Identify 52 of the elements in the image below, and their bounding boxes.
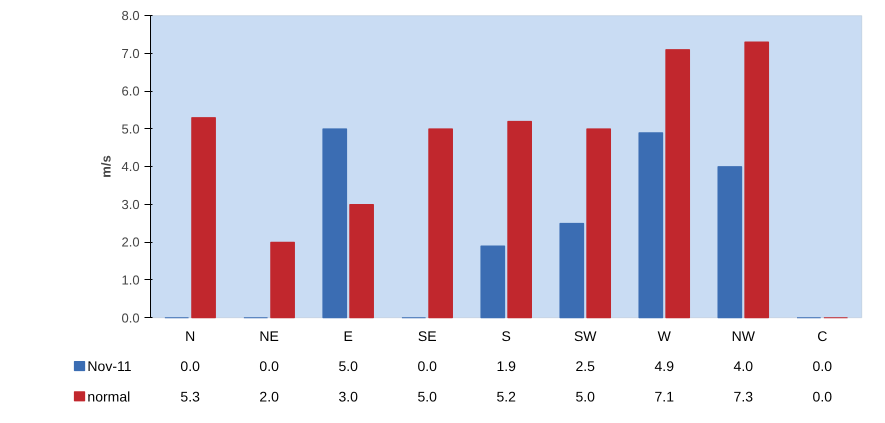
bar bbox=[744, 42, 770, 318]
y-tick-label: 1.0 bbox=[122, 272, 140, 288]
data-label: 4.0 bbox=[734, 358, 754, 374]
x-tick-label: C bbox=[817, 328, 828, 344]
x-tick-label: E bbox=[344, 328, 353, 344]
legend-label: normal bbox=[87, 388, 130, 404]
bar bbox=[559, 222, 584, 318]
x-tick-label: S bbox=[502, 328, 511, 344]
data-label: 3.0 bbox=[338, 388, 358, 404]
bar bbox=[507, 120, 532, 318]
bar bbox=[586, 128, 612, 318]
legend-label: Nov-11 bbox=[87, 358, 132, 374]
y-tick-label: 8.0 bbox=[122, 8, 140, 24]
data-label: 0.0 bbox=[417, 358, 438, 374]
data-label: 7.1 bbox=[654, 388, 674, 404]
bar bbox=[349, 204, 374, 318]
bar bbox=[480, 245, 506, 318]
y-tick-label: 4.0 bbox=[122, 159, 140, 174]
bar bbox=[717, 166, 742, 318]
data-label: 0.0 bbox=[812, 388, 832, 404]
data-label: 0.0 bbox=[259, 358, 280, 374]
y-tick-label: 5.0 bbox=[122, 121, 140, 136]
data-label: 2.5 bbox=[576, 358, 596, 374]
x-tick-label: SE bbox=[418, 328, 437, 344]
bar bbox=[270, 242, 295, 318]
y-tick-label: 6.0 bbox=[122, 84, 140, 99]
x-tick-label: N bbox=[185, 328, 196, 344]
bar bbox=[638, 132, 664, 318]
bar bbox=[191, 117, 216, 318]
bar bbox=[428, 128, 453, 318]
bar bbox=[322, 128, 348, 318]
y-tick-label: 7.0 bbox=[122, 46, 140, 61]
bar bbox=[665, 49, 690, 318]
data-label: 5.3 bbox=[180, 388, 200, 404]
data-label: 4.9 bbox=[654, 358, 674, 374]
data-label: 5.2 bbox=[496, 388, 516, 404]
data-label: 2.0 bbox=[259, 388, 280, 404]
data-label: 1.9 bbox=[496, 358, 516, 374]
data-label: 5.0 bbox=[417, 388, 438, 404]
y-tick-label: 0.0 bbox=[122, 310, 140, 326]
x-tick-label: W bbox=[658, 328, 672, 344]
data-label: 5.0 bbox=[338, 358, 358, 374]
x-tick-label: NW bbox=[732, 328, 756, 344]
x-tick-label: NE bbox=[259, 328, 279, 344]
y-tick-label: 3.0 bbox=[122, 196, 140, 212]
data-label: 7.3 bbox=[734, 388, 754, 404]
data-label: 0.0 bbox=[812, 358, 832, 374]
x-tick-label: SW bbox=[574, 328, 598, 344]
data-label: 5.0 bbox=[576, 388, 596, 404]
y-axis-title: m/s bbox=[98, 155, 114, 178]
data-label: 0.0 bbox=[180, 358, 200, 374]
y-tick-label: 2.0 bbox=[122, 234, 140, 250]
